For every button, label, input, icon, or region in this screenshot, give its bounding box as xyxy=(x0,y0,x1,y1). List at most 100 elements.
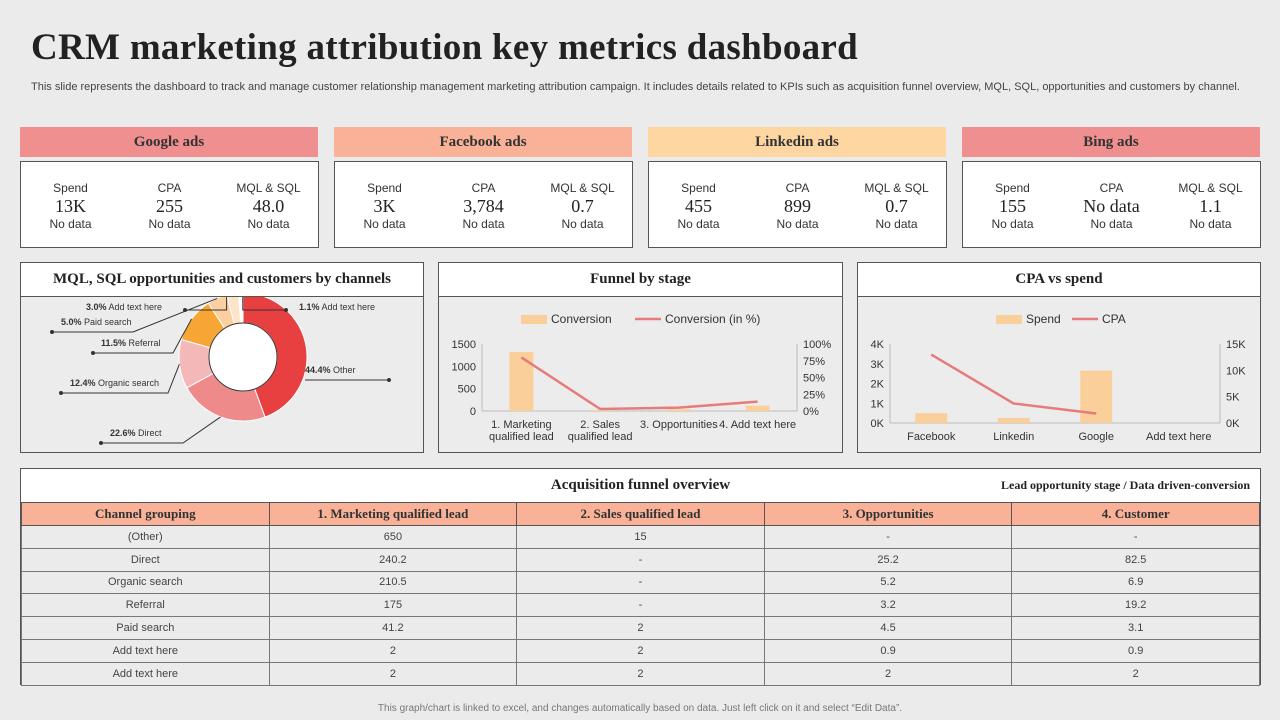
leader-dot xyxy=(387,378,391,382)
table-cell: 240.2 xyxy=(268,547,518,572)
donut-label-value: 3.0% xyxy=(86,302,107,312)
table-cell: 2 xyxy=(516,638,765,663)
table-cell: 41.2 xyxy=(268,616,518,640)
metric-value: 3K xyxy=(373,196,396,216)
y2-tick-label: 0K xyxy=(1226,418,1240,430)
metric-value: 1.1 xyxy=(1199,196,1222,216)
bar xyxy=(588,410,613,411)
table-cell: 4.5 xyxy=(763,616,1013,640)
leader-dot xyxy=(59,391,63,395)
table-row: Add text here 2 2 0.9 0.9 xyxy=(21,638,1260,663)
donut-label: 5.0% Paid search xyxy=(61,317,132,327)
donut-label-value: 12.4% xyxy=(70,378,96,388)
metric-value: No data xyxy=(1083,196,1140,216)
acquisition-funnel-table-panel: Acquisition funnel overview Lead opportu… xyxy=(20,468,1261,686)
metric-value: 255 xyxy=(156,196,183,216)
legend-swatch-bar xyxy=(996,315,1022,324)
metric-label: CPA xyxy=(785,181,810,195)
x-tick-label: qualified lead xyxy=(489,431,554,443)
legend-swatch-bar xyxy=(521,315,547,324)
table-cell: - xyxy=(516,570,765,595)
metric-label: Spend xyxy=(53,181,88,195)
y-tick-label: 500 xyxy=(458,384,476,396)
metric-value: 13K xyxy=(55,196,86,216)
table-cell: - xyxy=(763,525,1013,549)
table-cell: 5.2 xyxy=(763,570,1013,595)
page-description: This slide represents the dashboard to t… xyxy=(31,81,1240,93)
facebook-ads-header: Facebook ads xyxy=(334,127,632,157)
bar xyxy=(915,413,948,423)
column-header: Channel grouping xyxy=(21,502,270,526)
table-cell: 3.2 xyxy=(763,593,1013,618)
x-tick-label: qualified lead xyxy=(568,431,633,443)
table-title: Acquisition funnel overview xyxy=(550,477,731,493)
table-cell: 2 xyxy=(763,661,1013,686)
y-tick-label: 0K xyxy=(871,418,885,430)
donut-label: 12.4% Organic search xyxy=(70,378,159,388)
metric-value: 3,784 xyxy=(463,196,504,216)
table-cell: 2 xyxy=(516,616,765,640)
metric-spend: Spend 155 No data xyxy=(963,162,1062,247)
metric-value: 455 xyxy=(685,196,712,216)
bar xyxy=(997,418,1030,423)
leader-dot xyxy=(183,308,187,312)
metric-cpa: CPA 255 No data xyxy=(120,162,219,247)
bar xyxy=(509,352,534,411)
series-line xyxy=(520,356,758,411)
funnel-chart: Conversion Conversion (in %) 0 500 1000 1500 0… xyxy=(452,312,832,443)
metric-spend: Spend 13K No data xyxy=(21,162,120,247)
metric-note: No data xyxy=(776,217,819,231)
table-row: Paid search 41.2 2 4.5 3.1 xyxy=(21,616,1260,640)
x-tick-label: 2. Sales xyxy=(580,419,620,431)
google-ads-header: Google ads xyxy=(20,127,318,157)
column-header: 1. Marketing qualified lead xyxy=(268,502,518,526)
y-tick-label: 1500 xyxy=(452,339,476,351)
leader-dot xyxy=(91,351,95,355)
table-cell: 2 xyxy=(268,661,518,686)
metric-value: 0.7 xyxy=(571,196,594,216)
facebook-ads-card: Spend 3K No data CPA 3,784 No data MQL & SQL… xyxy=(334,161,633,248)
metric-cpa: CPA 899 No data xyxy=(748,162,847,247)
metric-cpa: CPA 3,784 No data xyxy=(434,162,533,247)
donut-label: 11.5% Referral xyxy=(101,338,161,348)
table-cell: 0.9 xyxy=(1011,638,1260,663)
metric-mql-sql: MQL & SQL 48.0 No data xyxy=(219,162,318,247)
donut-label: 1.1% Add text here xyxy=(299,302,375,312)
table-cell: 15 xyxy=(516,525,765,549)
y2-tick-label: 0% xyxy=(803,406,819,418)
donut-panel: MQL, SQL opportunities and customers by … xyxy=(20,262,424,453)
bar xyxy=(666,409,691,411)
metric-label: MQL & SQL xyxy=(236,181,301,195)
metric-label: CPA xyxy=(157,181,182,195)
cpa-panel-title: CPA vs spend xyxy=(858,263,1260,297)
donut-label-name: Paid search xyxy=(82,317,132,327)
table-cell: Direct xyxy=(21,547,270,572)
bing-ads-card: Spend 155 No data CPA No data No data MQL & … xyxy=(962,161,1261,248)
column-header: 4. Customer xyxy=(1011,502,1260,526)
table-cell: - xyxy=(516,593,765,618)
y2-tick-label: 75% xyxy=(803,356,825,368)
table-cell: Add text here xyxy=(21,661,270,686)
metric-spend: Spend 455 No data xyxy=(649,162,748,247)
donut-label-name: Direct xyxy=(136,428,163,438)
legend-label: Conversion (in %) xyxy=(665,312,760,326)
y-tick-label: 2K xyxy=(871,379,885,391)
table-subtitle: Lead opportunity stage / Data driven-con… xyxy=(1001,478,1250,492)
leader-line xyxy=(93,318,193,354)
cpa-panel: CPA vs spend Spend CPA 0K 1K 2K 3K 4K 0K 5K 10K 15… xyxy=(857,262,1261,453)
table-row: Referral 175-3.2 19.2 xyxy=(21,593,1260,618)
table-cell: (Other) xyxy=(21,525,270,549)
donut-label-name: Add text here xyxy=(320,302,376,312)
table-cell: 6.9 xyxy=(1011,570,1260,595)
x-tick-label: 1. Marketing xyxy=(491,419,552,431)
donut-label: 22.6% Direct xyxy=(110,428,162,438)
metric-note: No data xyxy=(561,217,604,231)
y-tick-label: 1000 xyxy=(452,361,476,373)
funnel-panel-title: Funnel by stage xyxy=(439,263,842,297)
table-cell: Add text here xyxy=(21,638,270,663)
y-tick-label: 4K xyxy=(871,339,885,351)
legend-label: Spend xyxy=(1026,312,1061,326)
metric-spend: Spend 3K No data xyxy=(335,162,434,247)
x-tick-label: Add text here xyxy=(1146,431,1211,443)
table-cell: Referral xyxy=(21,593,270,618)
